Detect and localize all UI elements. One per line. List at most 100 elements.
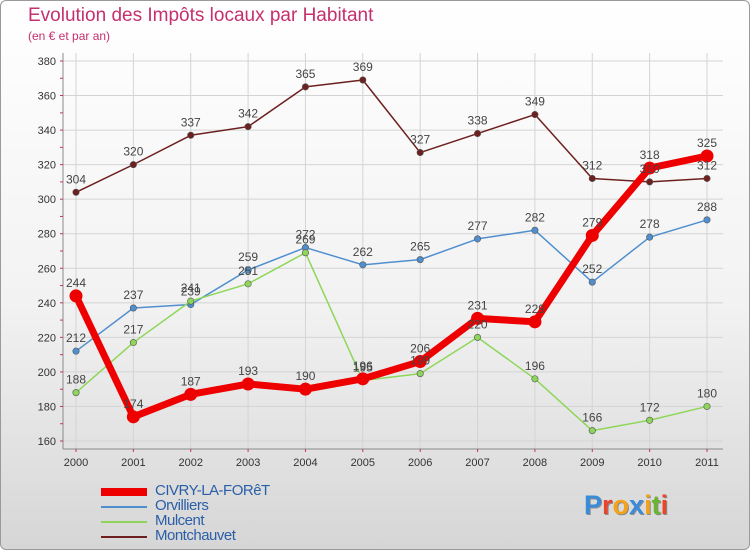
data-label: 288	[697, 200, 717, 214]
data-point-mulcent	[416, 370, 424, 378]
x-tick-label: 2008	[523, 457, 547, 469]
data-label: 241	[181, 281, 201, 295]
x-tick-label: 2001	[121, 457, 145, 469]
data-label: 320	[123, 145, 143, 159]
data-label: 259	[238, 250, 258, 264]
data-label: 265	[410, 240, 430, 254]
data-point-orvilliers	[531, 226, 539, 234]
data-label: 187	[181, 374, 201, 388]
data-point-montchauvet	[72, 188, 80, 196]
y-tick-label: 340	[38, 125, 56, 137]
x-tick-label: 2010	[637, 457, 661, 469]
data-point-civry-la-for-t	[471, 311, 485, 325]
data-label: 229	[525, 302, 545, 316]
data-point-civry-la-for-t	[298, 382, 312, 396]
data-label: 166	[582, 411, 602, 425]
y-tick-label: 280	[38, 229, 56, 241]
legend-swatch-civry	[101, 488, 147, 496]
data-label: 262	[353, 245, 373, 259]
data-point-civry-la-for-t	[241, 377, 255, 391]
data-point-mulcent	[187, 297, 195, 305]
series-line-mulcent	[75, 251, 708, 432]
data-point-montchauvet	[187, 131, 195, 139]
data-point-montchauvet	[531, 111, 539, 119]
logo-letter: x	[629, 490, 645, 520]
legend-label-civry: CIVRY-LA-FORêT	[155, 482, 270, 499]
data-label: 365	[295, 67, 315, 81]
logo-letter: t	[651, 490, 661, 520]
data-point-civry-la-for-t	[69, 289, 83, 303]
data-label: 193	[238, 364, 258, 378]
x-tick-label: 2004	[293, 457, 317, 469]
series-line-montchauvet	[75, 79, 708, 194]
data-label: 180	[697, 386, 717, 400]
data-labels: 304 320 337 342 365 369 327 338 349 312 310 312 212 2…	[66, 60, 717, 425]
data-label: 196	[353, 359, 373, 373]
grid-lines	[63, 53, 723, 449]
logo-letter: i	[660, 490, 669, 520]
data-point-civry-la-for-t	[184, 387, 198, 401]
y-tick-label: 380	[38, 56, 56, 68]
x-tick-label: 2009	[580, 457, 604, 469]
line-chart: 160 180 200 220 240 260 280 300 320 340 360 380 2000…	[38, 53, 723, 469]
y-tick-label: 300	[38, 194, 56, 206]
data-label: 369	[353, 60, 373, 74]
x-tick-label: 2002	[178, 457, 202, 469]
chart-title: Evolution des Impôts locaux par Habitant	[28, 5, 374, 26]
data-point-montchauvet	[301, 83, 309, 91]
data-point-civry-la-for-t	[356, 372, 370, 386]
data-label: 231	[468, 298, 488, 312]
logo-letter: P	[584, 490, 603, 520]
data-point-orvilliers	[416, 256, 424, 264]
legend-label-orvilliers: Orvilliers	[155, 497, 209, 514]
data-point-civry-la-for-t	[700, 149, 714, 163]
proxiti-logo: Proxiti	[584, 490, 668, 521]
data-point-mulcent	[646, 416, 654, 424]
legend-swatch-mulcent	[101, 521, 147, 523]
data-point-mulcent	[129, 339, 137, 347]
logo-letter: i	[644, 490, 652, 520]
data-label: 244	[66, 276, 86, 290]
data-point-mulcent	[531, 375, 539, 383]
data-label: 318	[640, 148, 660, 162]
tick-labels: 160 180 200 220 240 260 280 300 320 340 360 380 2000…	[38, 56, 719, 469]
data-point-montchauvet	[244, 123, 252, 131]
data-point-mulcent	[244, 280, 252, 288]
data-label: 188	[66, 373, 86, 387]
data-point-mulcent	[301, 249, 309, 257]
y-tick-label: 320	[38, 160, 56, 172]
data-point-orvilliers	[129, 304, 137, 312]
data-point-orvilliers	[646, 233, 654, 241]
data-label: 190	[295, 369, 315, 383]
data-point-montchauvet	[588, 174, 596, 182]
data-label: 172	[640, 400, 660, 414]
data-label: 196	[525, 359, 545, 373]
data-point-orvilliers	[244, 266, 252, 274]
data-label: 325	[697, 136, 717, 150]
data-point-montchauvet	[359, 76, 367, 84]
axes	[60, 53, 723, 452]
y-tick-label: 220	[38, 332, 56, 344]
legend-swatch-montchauvet	[101, 536, 147, 538]
data-point-montchauvet	[416, 149, 424, 157]
data-point-orvilliers	[72, 347, 80, 355]
x-tick-label: 2005	[351, 457, 375, 469]
data-point-civry-la-for-t	[413, 355, 427, 369]
data-label: 252	[582, 262, 602, 276]
series-line-orvilliers	[75, 219, 708, 352]
x-tick-label: 2007	[465, 457, 489, 469]
data-point-mulcent	[703, 402, 711, 410]
data-point-mulcent	[474, 333, 482, 341]
data-point-orvilliers	[359, 261, 367, 269]
data-point-orvilliers	[703, 216, 711, 224]
legend-label-montchauvet: Montchauvet	[155, 527, 236, 544]
data-label: 272	[295, 228, 315, 242]
data-label: 195	[353, 361, 373, 375]
data-label: 239	[181, 285, 201, 299]
data-point-civry-la-for-t	[528, 315, 542, 329]
data-point-montchauvet	[474, 130, 482, 138]
y-tick-label: 240	[38, 298, 56, 310]
data-label: 277	[468, 219, 488, 233]
y-tick-label: 260	[38, 263, 56, 275]
